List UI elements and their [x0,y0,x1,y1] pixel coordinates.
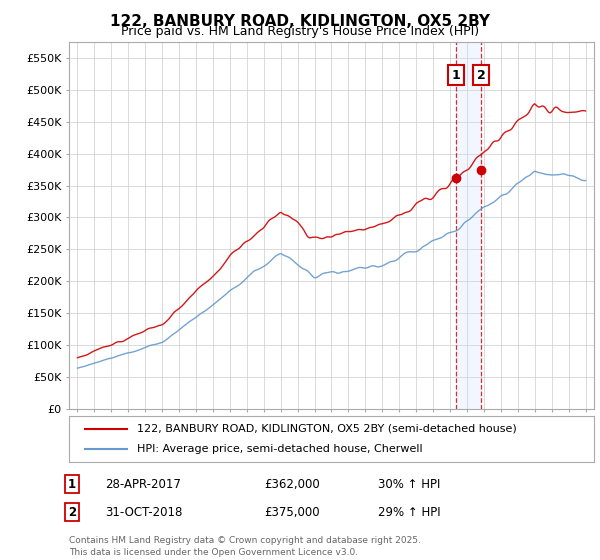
Text: 2: 2 [68,506,76,519]
Text: £375,000: £375,000 [264,506,320,519]
Text: 1: 1 [68,478,76,491]
Text: 31-OCT-2018: 31-OCT-2018 [105,506,182,519]
Text: 30% ↑ HPI: 30% ↑ HPI [378,478,440,491]
Text: £362,000: £362,000 [264,478,320,491]
Text: HPI: Average price, semi-detached house, Cherwell: HPI: Average price, semi-detached house,… [137,444,423,454]
Text: 1: 1 [451,68,460,82]
Text: 28-APR-2017: 28-APR-2017 [105,478,181,491]
Text: 2: 2 [476,68,485,82]
Text: Price paid vs. HM Land Registry's House Price Index (HPI): Price paid vs. HM Land Registry's House … [121,25,479,38]
Text: 122, BANBURY ROAD, KIDLINGTON, OX5 2BY (semi-detached house): 122, BANBURY ROAD, KIDLINGTON, OX5 2BY (… [137,424,517,434]
Text: 29% ↑ HPI: 29% ↑ HPI [378,506,440,519]
Bar [455,42,481,409]
Text: 122, BANBURY ROAD, KIDLINGTON, OX5 2BY: 122, BANBURY ROAD, KIDLINGTON, OX5 2BY [110,14,490,29]
Text: Contains HM Land Registry data © Crown copyright and database right 2025.
This d: Contains HM Land Registry data © Crown c… [69,536,421,557]
